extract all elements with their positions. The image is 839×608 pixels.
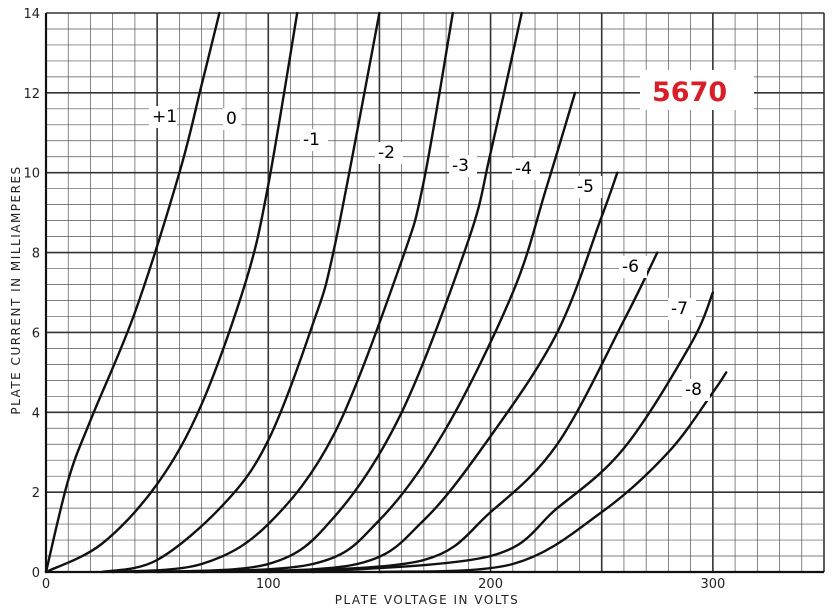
curve-grid--1 [100,11,381,574]
curve-label-background [619,256,647,278]
tick-labels: 0 100 200 300 0 2 4 6 8 10 12 14 [23,7,725,592]
curve-label-background [574,176,602,198]
curve-grid-+1 [44,11,221,574]
curve-grid--5 [200,171,619,574]
curve-grid--4 [155,91,577,574]
x-tick-label: 300 [700,577,725,592]
curve-label: +1 [152,107,177,127]
y-axis-title: PLATE CURRENT IN MILLIAMPERES [9,165,23,414]
curve-label: -1 [303,130,320,150]
y-tick-label: 0 [32,566,40,581]
grid [45,12,825,573]
y-tick-label: 6 [32,326,40,341]
curve-label-background [668,298,696,320]
x-tick-label: 200 [478,577,503,592]
curve-label: -7 [671,299,688,319]
curve-label-background [300,129,328,151]
curve-label-background [149,106,177,128]
curve-labels: +1 0 -1 -2 -3 -4 -5 -6 -7 -8 [149,106,710,401]
x-tick-label: 100 [256,577,281,592]
y-tick-label: 10 [23,167,40,182]
curve-label: -2 [378,143,395,163]
curve-grid--8 [378,371,728,574]
curve-label-background [512,158,540,180]
curve-label: -6 [622,257,639,277]
y-tick-label: 2 [32,486,40,501]
curve-label-background [449,155,477,177]
curve-grid-0 [44,11,299,574]
curve-grid--3 [133,11,523,574]
tube-label-background [640,70,754,110]
curve-grid--7 [311,291,715,574]
curve-label: -4 [515,159,532,179]
tube-type-label: 5670 [652,77,727,108]
curve-label: -5 [577,177,594,197]
y-tick-label: 14 [23,7,40,22]
y-tick-label: 12 [23,87,40,102]
curve-grid--2 [111,11,454,574]
curve-label-background [682,379,710,401]
x-axis-title: PLATE VOLTAGE IN VOLTS [335,593,520,607]
curve-label-background [223,108,241,130]
curve-label-background [375,142,403,164]
y-tick-label: 8 [32,247,40,262]
curve-label: -8 [685,380,702,400]
curves [44,11,728,574]
x-tick-label: 0 [42,577,50,592]
curve-grid--6 [267,251,659,574]
curve-label: -3 [452,156,469,176]
curve-label: 0 [226,109,237,129]
y-tick-label: 4 [32,406,40,421]
